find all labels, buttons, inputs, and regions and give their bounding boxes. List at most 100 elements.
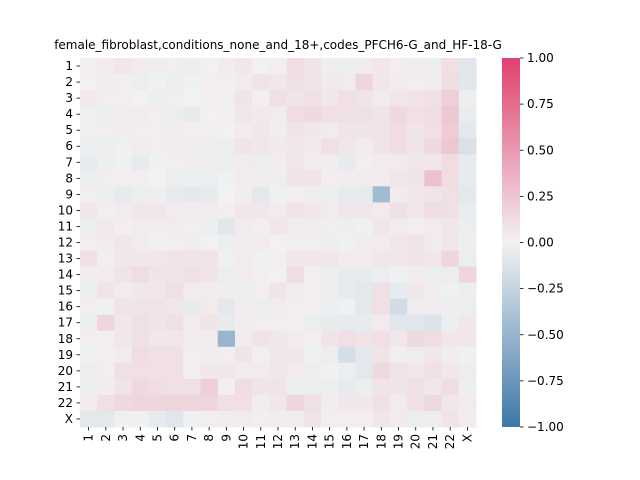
heatmap-cell [114,282,133,300]
heatmap-cell [114,394,133,412]
heatmap-cell [407,346,425,364]
heatmap-cell [80,266,98,284]
heatmap-cell [303,330,322,348]
heatmap-cell [372,378,391,396]
heatmap-cell [148,282,167,300]
heatmap-cell [424,314,443,332]
heatmap-cell [372,282,391,300]
heatmap-cell [424,58,443,75]
heatmap-cell [200,346,219,364]
heatmap-cell [97,410,115,428]
heatmap-cell [372,218,391,235]
heatmap-cell [338,122,356,139]
heatmap-cell [338,58,356,75]
row-tick-label: 21 [58,380,73,394]
heatmap-cell [441,106,460,123]
heatmap-cell [166,58,184,75]
heatmap-cell [217,330,236,348]
heatmap-cell [286,250,305,268]
colorbar-tick-label: 0.50 [527,143,554,157]
heatmap-cell [303,218,322,235]
heatmap-cell [217,90,236,107]
column-tick-label: 21 [426,434,440,449]
heatmap-cell [80,362,98,380]
heatmap-cell [217,234,236,252]
heatmap-cell [80,58,98,75]
heatmap-cell [166,330,184,348]
heatmap-cell [372,154,391,171]
heatmap-cell [355,282,374,300]
heatmap-cell [166,234,184,252]
heatmap-cell [338,106,356,123]
heatmap-cell [355,362,374,380]
heatmap-cell [269,314,288,332]
heatmap-cell [458,74,477,91]
heatmap-cell [234,234,253,252]
heatmap-cell [424,410,443,428]
heatmap-cell [200,122,219,139]
heatmap-cell [458,346,477,364]
heatmap-cell [269,330,288,348]
heatmap-cell [114,330,133,348]
heatmap-cell [303,250,322,268]
heatmap-cell [234,58,253,75]
heatmap-cell [321,218,339,235]
heatmap-cell [441,154,460,171]
heatmap-cell [148,218,167,235]
heatmap-cell [458,394,477,412]
heatmap-cell [458,234,477,252]
heatmap-cell [321,410,339,428]
heatmap-cell [97,90,115,107]
heatmap-cell [355,330,374,348]
heatmap-cell [338,410,356,428]
row-tick-label: 22 [58,396,73,410]
column-tick-label: 22 [443,434,457,449]
heatmap-cell [424,122,443,139]
heatmap-cell [372,138,391,155]
heatmap-cell [131,234,150,252]
heatmap-cell [200,234,219,252]
row-tick-label: 9 [65,187,73,201]
heatmap-cell [321,90,339,107]
heatmap-cell [217,186,236,203]
chart-title: female_fibroblast,conditions_none_and_18… [54,38,502,52]
heatmap-cell [97,330,115,348]
heatmap-cell [97,170,115,187]
heatmap-cell [200,282,219,300]
heatmap-cell [80,234,98,252]
heatmap-cell [303,154,322,171]
heatmap-cell [252,266,270,284]
heatmap-cell [114,346,133,364]
heatmap-cell [389,138,408,155]
heatmap-cell [97,394,115,412]
heatmap-cell [80,250,98,268]
heatmap-cell [200,362,219,380]
heatmap-cell [131,410,150,428]
heatmap-cell [441,186,460,203]
heatmap-cell [114,170,133,187]
heatmap-cell [424,234,443,252]
heatmap-cell [407,266,425,284]
heatmap-cell [234,346,253,364]
heatmap-cell [407,74,425,91]
heatmap-cell [424,74,443,91]
column-tick-label: 11 [254,434,268,449]
heatmap-cell [389,410,408,428]
heatmap-cell [252,362,270,380]
heatmap-cell [338,330,356,348]
heatmap-cell [217,298,236,316]
heatmap-cell [131,362,150,380]
heatmap-cell [97,106,115,123]
heatmap-cell [148,154,167,171]
heatmap-cell [269,298,288,316]
heatmap-cell [321,170,339,187]
heatmap-cell [338,234,356,252]
row-tick-label: 1 [65,59,73,73]
heatmap-cell [303,410,322,428]
heatmap-cell [80,394,98,412]
heatmap-cell [303,298,322,316]
heatmap-cell [355,314,374,332]
heatmap-cell [252,314,270,332]
heatmap-cell [269,58,288,75]
heatmap-cell [338,74,356,91]
